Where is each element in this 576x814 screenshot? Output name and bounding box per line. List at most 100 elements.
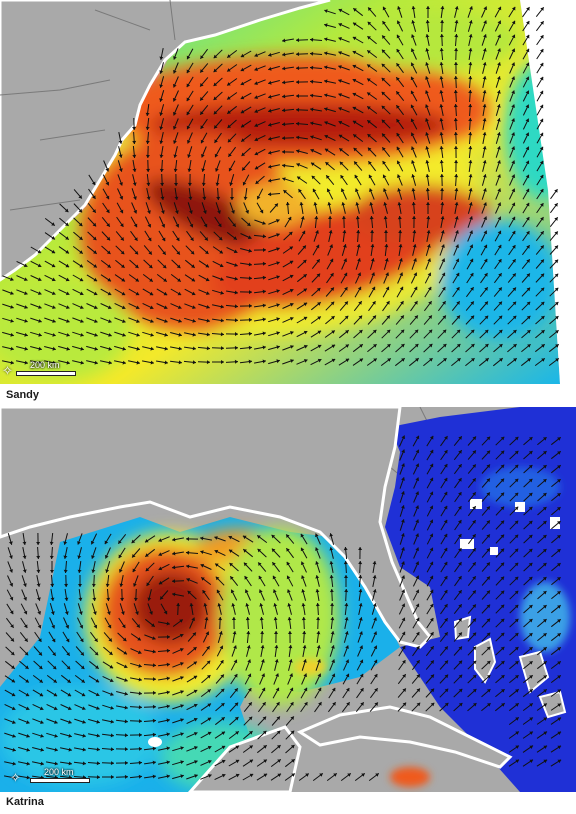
wind-vector-head bbox=[203, 603, 208, 607]
wind-vector-head bbox=[24, 332, 28, 337]
wind-vector-head bbox=[442, 344, 447, 348]
wind-vector-head bbox=[22, 569, 27, 573]
wind-vector-head bbox=[428, 329, 433, 334]
wind-vector-head bbox=[192, 332, 196, 337]
wind-vector-head bbox=[543, 745, 547, 749]
wind-vector-head bbox=[314, 216, 319, 220]
wind-vector-head bbox=[324, 23, 328, 28]
wind-vector-head bbox=[528, 605, 533, 609]
wind-vector-head bbox=[303, 316, 308, 321]
wind-vector-head bbox=[249, 759, 253, 763]
wind-vector-head bbox=[557, 549, 561, 553]
wind-vector-head bbox=[296, 52, 300, 57]
wind-vector-head bbox=[415, 617, 420, 622]
wind-vector-head bbox=[426, 230, 431, 234]
wind-vector-head bbox=[232, 223, 236, 227]
wind-vector-head bbox=[248, 702, 252, 706]
wind-vector-head bbox=[470, 273, 474, 277]
wind-vector-head bbox=[512, 273, 516, 277]
wind-vector-head bbox=[178, 332, 182, 337]
wind-vector-head bbox=[108, 360, 112, 365]
wind-vector-head bbox=[213, 68, 218, 73]
wind-vector-head bbox=[472, 576, 476, 580]
wind-vector-head bbox=[512, 301, 517, 306]
wind-vector-head bbox=[499, 358, 503, 362]
wind-vector-head bbox=[372, 575, 377, 579]
wind-vector-head bbox=[273, 603, 278, 607]
wind-vector-head bbox=[497, 174, 501, 178]
wind-arrows bbox=[4, 435, 562, 782]
wind-vector-head bbox=[439, 76, 444, 80]
wind-vector-head bbox=[370, 230, 375, 234]
wind-vector-head bbox=[441, 244, 445, 248]
wind-vector-head bbox=[458, 674, 463, 679]
wind-vector-head bbox=[397, 174, 401, 178]
wind-vector-head bbox=[557, 451, 561, 455]
wind-vector-head bbox=[208, 774, 212, 778]
wind-vector-head bbox=[108, 346, 112, 351]
wind-vector-head bbox=[37, 624, 42, 629]
wind-vector-head bbox=[276, 317, 280, 322]
wind-vector-head bbox=[166, 760, 170, 765]
wind-vector-head bbox=[234, 717, 239, 721]
wind-vector-head bbox=[514, 436, 519, 441]
wind-vector-head bbox=[205, 631, 210, 636]
north-arrow-icon: ✧ bbox=[2, 363, 13, 378]
wind-vector-head bbox=[425, 48, 430, 52]
wind-vector-head bbox=[511, 20, 516, 25]
wind-vector-head bbox=[52, 346, 56, 351]
wind-vector-head bbox=[303, 288, 307, 292]
wind-vector-head bbox=[190, 237, 194, 241]
wind-vector-head bbox=[178, 346, 182, 351]
wind-vector-head bbox=[443, 561, 448, 566]
wind-vector-head bbox=[303, 673, 307, 678]
wind-vector-head bbox=[402, 702, 407, 707]
wind-vector-head bbox=[110, 692, 114, 696]
wind-vector-head bbox=[82, 761, 86, 766]
wind-vector-head bbox=[9, 569, 13, 573]
wind-vector-head bbox=[429, 575, 434, 580]
wind-vector-head bbox=[227, 110, 231, 114]
wind-vector-head bbox=[152, 718, 156, 723]
wind-vector-head bbox=[429, 358, 433, 362]
wind-vector-head bbox=[338, 79, 342, 83]
wind-vector-head bbox=[310, 107, 314, 112]
wind-vector-head bbox=[235, 731, 239, 735]
wind-vector-head bbox=[557, 437, 561, 441]
wind-vector-head bbox=[80, 665, 85, 669]
wind-vector-head bbox=[133, 583, 137, 587]
wind-vector-head bbox=[440, 188, 445, 192]
wind-vector-head bbox=[26, 761, 30, 766]
wind-vector-head bbox=[511, 146, 515, 150]
wind-vector-head bbox=[442, 301, 446, 305]
wind-vector-head bbox=[52, 665, 57, 670]
wind-vector-head bbox=[415, 477, 420, 482]
wind-vector-head bbox=[152, 774, 156, 779]
wind-vector-head bbox=[135, 611, 139, 615]
wind-vector-head bbox=[341, 202, 346, 206]
wind-vector-head bbox=[429, 505, 434, 510]
wind-vector-head bbox=[220, 674, 224, 678]
wind-vector-head bbox=[425, 160, 430, 164]
wind-vector-head bbox=[526, 273, 530, 278]
wind-vector-head bbox=[338, 51, 342, 55]
wind-vector-head bbox=[313, 202, 318, 206]
wind-vector-head bbox=[287, 617, 292, 621]
wind-vector-head bbox=[529, 745, 533, 749]
wind-vector-head bbox=[369, 216, 374, 220]
wind-vector-head bbox=[441, 272, 446, 277]
wind-vector-head bbox=[207, 689, 211, 693]
wind-vector-head bbox=[148, 251, 152, 255]
wind-vector-head bbox=[287, 216, 292, 221]
wind-vector-head bbox=[425, 62, 429, 66]
wind-vector-head bbox=[342, 244, 347, 248]
wind-vector-head bbox=[249, 290, 252, 295]
wind-vector-head bbox=[248, 359, 252, 364]
wind-vector-head bbox=[262, 303, 266, 308]
wind-vector-head bbox=[107, 264, 111, 268]
wind-vector-head bbox=[67, 679, 71, 683]
wind-vector-head bbox=[401, 561, 405, 565]
wind-vector-head bbox=[482, 118, 487, 122]
wind-vector-head bbox=[124, 733, 128, 738]
wind-vector-head bbox=[428, 315, 432, 319]
